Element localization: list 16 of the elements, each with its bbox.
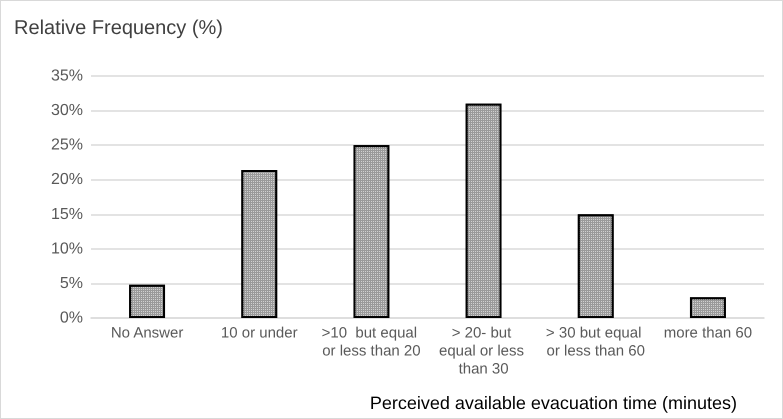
y-tick-label: 25%	[50, 136, 83, 154]
y-tick-label: 10%	[50, 240, 83, 258]
x-tick-label: > 30 but equal or less than 60	[546, 324, 646, 360]
y-tick-label: 5%	[60, 274, 83, 292]
y-tick-label: 20%	[50, 171, 83, 188]
x-tick-label: > 20- but equal or less than 30	[438, 324, 528, 378]
chart-title: Relative Frequency (%)	[14, 17, 223, 39]
x-tick-label: >10 but equal or less than 20	[322, 324, 422, 360]
x-tick-label: No Answer	[110, 324, 184, 342]
x-tick-label: more than 60	[664, 324, 752, 342]
y-tick-label: 15%	[50, 206, 83, 223]
y-tick-label: 0%	[60, 310, 83, 326]
y-tick-label: 30%	[50, 102, 83, 120]
x-tick-label: 10 or under	[220, 324, 298, 342]
y-tick-label: 35%	[50, 68, 83, 84]
x-axis-title: Perceived available evacuation time (minutes)	[370, 393, 738, 413]
